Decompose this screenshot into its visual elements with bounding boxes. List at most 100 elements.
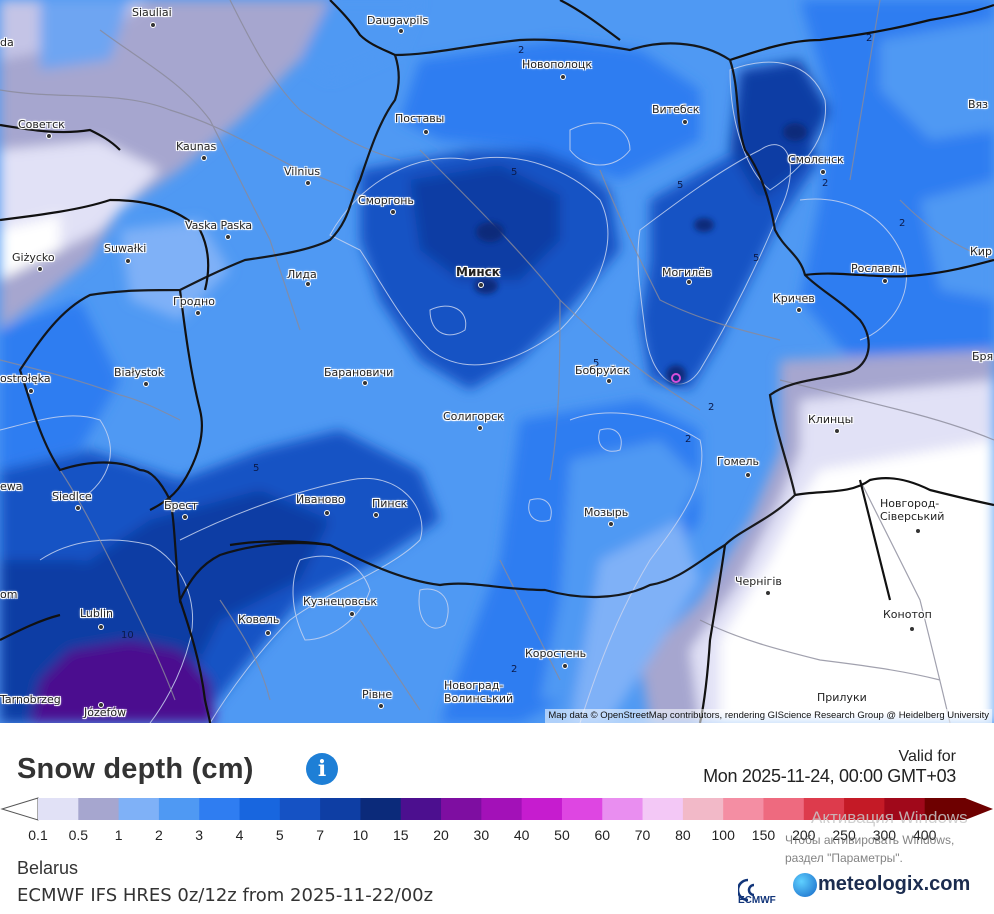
city-label: Рівне (362, 688, 393, 701)
scale-swatch (360, 798, 402, 820)
city-label: Смолєнск (788, 153, 844, 166)
contour-label: 2 (685, 434, 692, 445)
scale-swatch (158, 798, 200, 820)
contour-label: 5 (511, 167, 518, 178)
scale-tick-label: 4 (235, 827, 244, 843)
city-dot (373, 512, 379, 518)
scale-swatch (199, 798, 241, 820)
region-label: Belarus (17, 858, 79, 878)
scale-tick-label: 20 (433, 827, 449, 843)
map-canvas (0, 0, 994, 723)
contour-label: 2 (708, 402, 715, 413)
contour-label: 5 (253, 463, 260, 474)
city-label: Поставы (395, 112, 445, 125)
city-label: Tarnobrzeg (0, 693, 61, 706)
scale-swatch (521, 798, 563, 820)
scale-tick-label: 70 (634, 827, 651, 843)
city-label: Кир (970, 245, 992, 258)
city-label: Кричев (773, 292, 815, 305)
city-dot (305, 180, 311, 186)
city-label: Кузнецовськ (303, 595, 378, 608)
snow-depth-map[interactable]: 2 5 5 2 2 5 2 5 2 5 10 2 2 (0, 0, 994, 723)
scale-swatch (78, 798, 120, 820)
city-label: Прилуки (817, 691, 867, 704)
city-label-capital: Минск (456, 265, 500, 279)
scale-arrow-left (0, 797, 39, 821)
city-label: Новополоцк (522, 58, 593, 71)
admin-borders (0, 0, 994, 723)
city-dot (37, 266, 43, 272)
city-label: Vaska Paska (185, 219, 253, 232)
contour-lines (0, 61, 907, 723)
scale-tick-label: 40 (513, 827, 530, 843)
scale-tick-label: 1 (114, 827, 123, 843)
city-label: Бря (972, 350, 994, 363)
city-label: Чернігів (735, 575, 782, 588)
city-dot (796, 307, 802, 313)
city-label: Пинск (372, 497, 408, 510)
city-dot (682, 119, 688, 125)
city-label: Lublin (80, 607, 113, 620)
scale-tick-label: 5 (275, 827, 284, 843)
city-dot (225, 234, 231, 240)
city-label: Daugavpils (367, 14, 429, 27)
windows-watermark-title: Активация Windows (811, 808, 968, 827)
scale-tick-label: 0.1 (28, 827, 48, 843)
map-attribution[interactable]: Map data © OpenStreetMap contributors, r… (545, 709, 992, 723)
city-dot (477, 425, 483, 431)
city-dot (765, 590, 771, 596)
city-label: Гродно (173, 295, 215, 308)
scale-tick-label: 0.5 (68, 827, 89, 843)
city-dot (398, 28, 404, 34)
city-dot (834, 428, 840, 434)
meteologix-brand[interactable]: meteologix.com (818, 873, 971, 895)
city-dot (362, 380, 368, 386)
city-label: Клинцы (808, 413, 854, 426)
meteologix-logo-icon[interactable] (793, 873, 817, 897)
city-dot (349, 611, 355, 617)
city-dot (378, 703, 384, 709)
city-label: Солигорск (443, 410, 504, 423)
city-label: om (0, 588, 18, 601)
map-title: Snow depth (cm) (17, 753, 254, 785)
scale-tick-label: 2 (155, 827, 163, 843)
scale-tick-label: 7 (316, 827, 325, 843)
city-dot (423, 129, 429, 135)
scale-swatch (723, 798, 764, 820)
city-label: Kaunas (176, 140, 217, 153)
scale-swatch (481, 798, 523, 820)
city-label: Giżycko (12, 251, 55, 264)
city-dot (98, 702, 104, 708)
city-label: Сморгонь (358, 194, 414, 207)
scale-tick-label: 15 (392, 827, 409, 843)
city-dot (28, 388, 34, 394)
scale-swatch (602, 798, 644, 820)
city-dot (745, 472, 751, 478)
scale-tick-label: 60 (594, 827, 611, 843)
city-label: Мозырь (584, 506, 629, 519)
city-dot (686, 279, 692, 285)
scale-swatch (38, 798, 79, 820)
scale-swatch (320, 798, 361, 820)
scale-swatch (682, 798, 724, 820)
ecmwf-logo-text: ECMWF (738, 895, 776, 906)
city-label: Барановичи (324, 366, 394, 379)
city-dot (882, 278, 888, 284)
info-icon[interactable]: i (306, 753, 338, 785)
city-label: Vilnius (284, 165, 321, 178)
city-dot (915, 528, 921, 534)
city-label: ewa (0, 480, 23, 493)
city-dot (820, 169, 826, 175)
dark-patches (474, 123, 807, 385)
scale-swatch (763, 798, 805, 820)
city-label: Советск (18, 118, 65, 131)
scale-tick-label: 100 (711, 827, 735, 843)
contour-label: 2 (822, 178, 829, 189)
scale-tick-label: 30 (473, 827, 490, 843)
windows-watermark-text: Чтобы активировать Windows, раздел "Пара… (785, 833, 955, 865)
valid-date[interactable]: Mon 2025-11-24, 00:00 GMT+03 (703, 766, 956, 786)
city-dot (195, 310, 201, 316)
contour-label: 5 (677, 180, 684, 191)
scale-tick-label: 400 (913, 827, 937, 843)
scale-swatch (239, 798, 281, 820)
